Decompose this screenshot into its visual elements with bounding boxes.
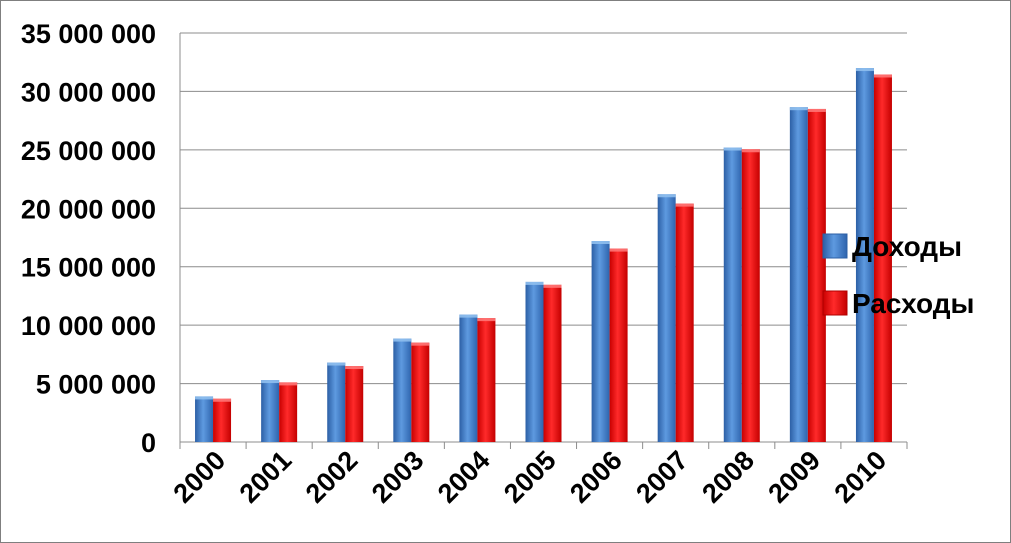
bar-top-highlight xyxy=(675,203,694,207)
y-tick-label: 5 000 000 xyxy=(36,370,156,400)
bar-dohody-2006 xyxy=(591,241,610,442)
bar-rashody-2001 xyxy=(279,382,298,442)
x-tick-label: 2002 xyxy=(300,445,364,509)
bar-rashody-2010 xyxy=(873,74,892,442)
bar-top-highlight xyxy=(807,108,826,112)
bar-top-highlight xyxy=(723,147,742,151)
bar-dohody-2009 xyxy=(789,107,808,442)
bar-top-highlight xyxy=(525,281,544,285)
y-tick-label: 10 000 000 xyxy=(21,311,156,341)
legend-label-dohody: Доходы xyxy=(852,231,962,262)
bar-top-highlight xyxy=(741,149,760,153)
y-tick-label: 0 xyxy=(141,428,156,458)
bar-dohody-2007 xyxy=(657,194,676,442)
bar-dohody-2001 xyxy=(261,380,280,442)
bar-top-highlight xyxy=(411,342,430,346)
x-tick-label: 2004 xyxy=(432,445,496,509)
bar-top-highlight xyxy=(195,396,214,400)
bar-top-highlight xyxy=(591,241,610,245)
bar-top-highlight xyxy=(657,194,676,198)
x-tick-label: 2006 xyxy=(564,445,628,509)
bar-rashody-2002 xyxy=(345,366,364,442)
bar-dohody-2008 xyxy=(723,147,742,442)
bar-top-highlight xyxy=(459,314,478,318)
gridlines xyxy=(179,32,908,449)
bar-top-highlight xyxy=(261,380,280,384)
bar-top-highlight xyxy=(477,318,496,322)
legend-label-rashody: Расходы xyxy=(852,288,974,319)
x-axis-tick-labels: 2000 2001 2002 2003 2004 2005 2006 2007 2008 2009… xyxy=(168,445,893,509)
y-tick-label: 20 000 000 xyxy=(21,194,156,224)
legend-swatch-rashody xyxy=(822,290,848,316)
bar-top-highlight xyxy=(855,68,874,72)
bar-top-highlight xyxy=(789,107,808,111)
y-tick-label: 15 000 000 xyxy=(21,253,156,283)
bar-top-highlight xyxy=(873,74,892,78)
x-tick-label: 2010 xyxy=(829,445,893,509)
bar-rashody-2004 xyxy=(477,318,496,442)
bar-rashody-2009 xyxy=(807,108,826,442)
bar-dohody-2005 xyxy=(525,281,544,442)
y-tick-label: 30 000 000 xyxy=(21,77,156,107)
bar-rashody-2000 xyxy=(213,398,232,442)
bar-rashody-2006 xyxy=(609,248,628,442)
x-tick-label: 2000 xyxy=(168,445,232,509)
bar-top-highlight xyxy=(279,382,298,386)
x-tick-label: 2009 xyxy=(762,445,826,509)
bar-dohody-2003 xyxy=(393,338,412,442)
bar-rashody-2008 xyxy=(741,149,760,442)
bar-top-highlight xyxy=(213,398,232,402)
bar-dohody-2002 xyxy=(327,362,346,442)
legend-swatch-dohody xyxy=(822,233,848,259)
legend: Доходы Расходы xyxy=(822,231,974,319)
bar-top-highlight xyxy=(345,366,364,370)
bar-top-highlight xyxy=(543,284,562,288)
x-tick-label: 2005 xyxy=(498,445,562,509)
bars xyxy=(195,68,892,443)
x-tick-label: 2008 xyxy=(696,445,760,509)
x-tick-label: 2001 xyxy=(234,445,298,509)
x-tick-label: 2003 xyxy=(366,445,430,509)
bar-dohody-2000 xyxy=(195,396,214,442)
y-tick-label: 25 000 000 xyxy=(21,136,156,166)
bar-rashody-2007 xyxy=(675,203,694,442)
bar-top-highlight xyxy=(327,362,346,366)
bar-dohody-2004 xyxy=(459,314,478,442)
bar-dohody-2010 xyxy=(855,68,874,443)
y-axis-tick-labels: 0 5 000 000 10 000 000 15 000 000 20 000 000… xyxy=(21,19,156,458)
bar-top-highlight xyxy=(393,338,412,342)
bar-top-highlight xyxy=(609,248,628,252)
x-tick-label: 2007 xyxy=(630,445,694,509)
bar-rashody-2003 xyxy=(411,342,430,442)
y-tick-label: 35 000 000 xyxy=(21,19,156,49)
bar-rashody-2005 xyxy=(543,284,562,442)
